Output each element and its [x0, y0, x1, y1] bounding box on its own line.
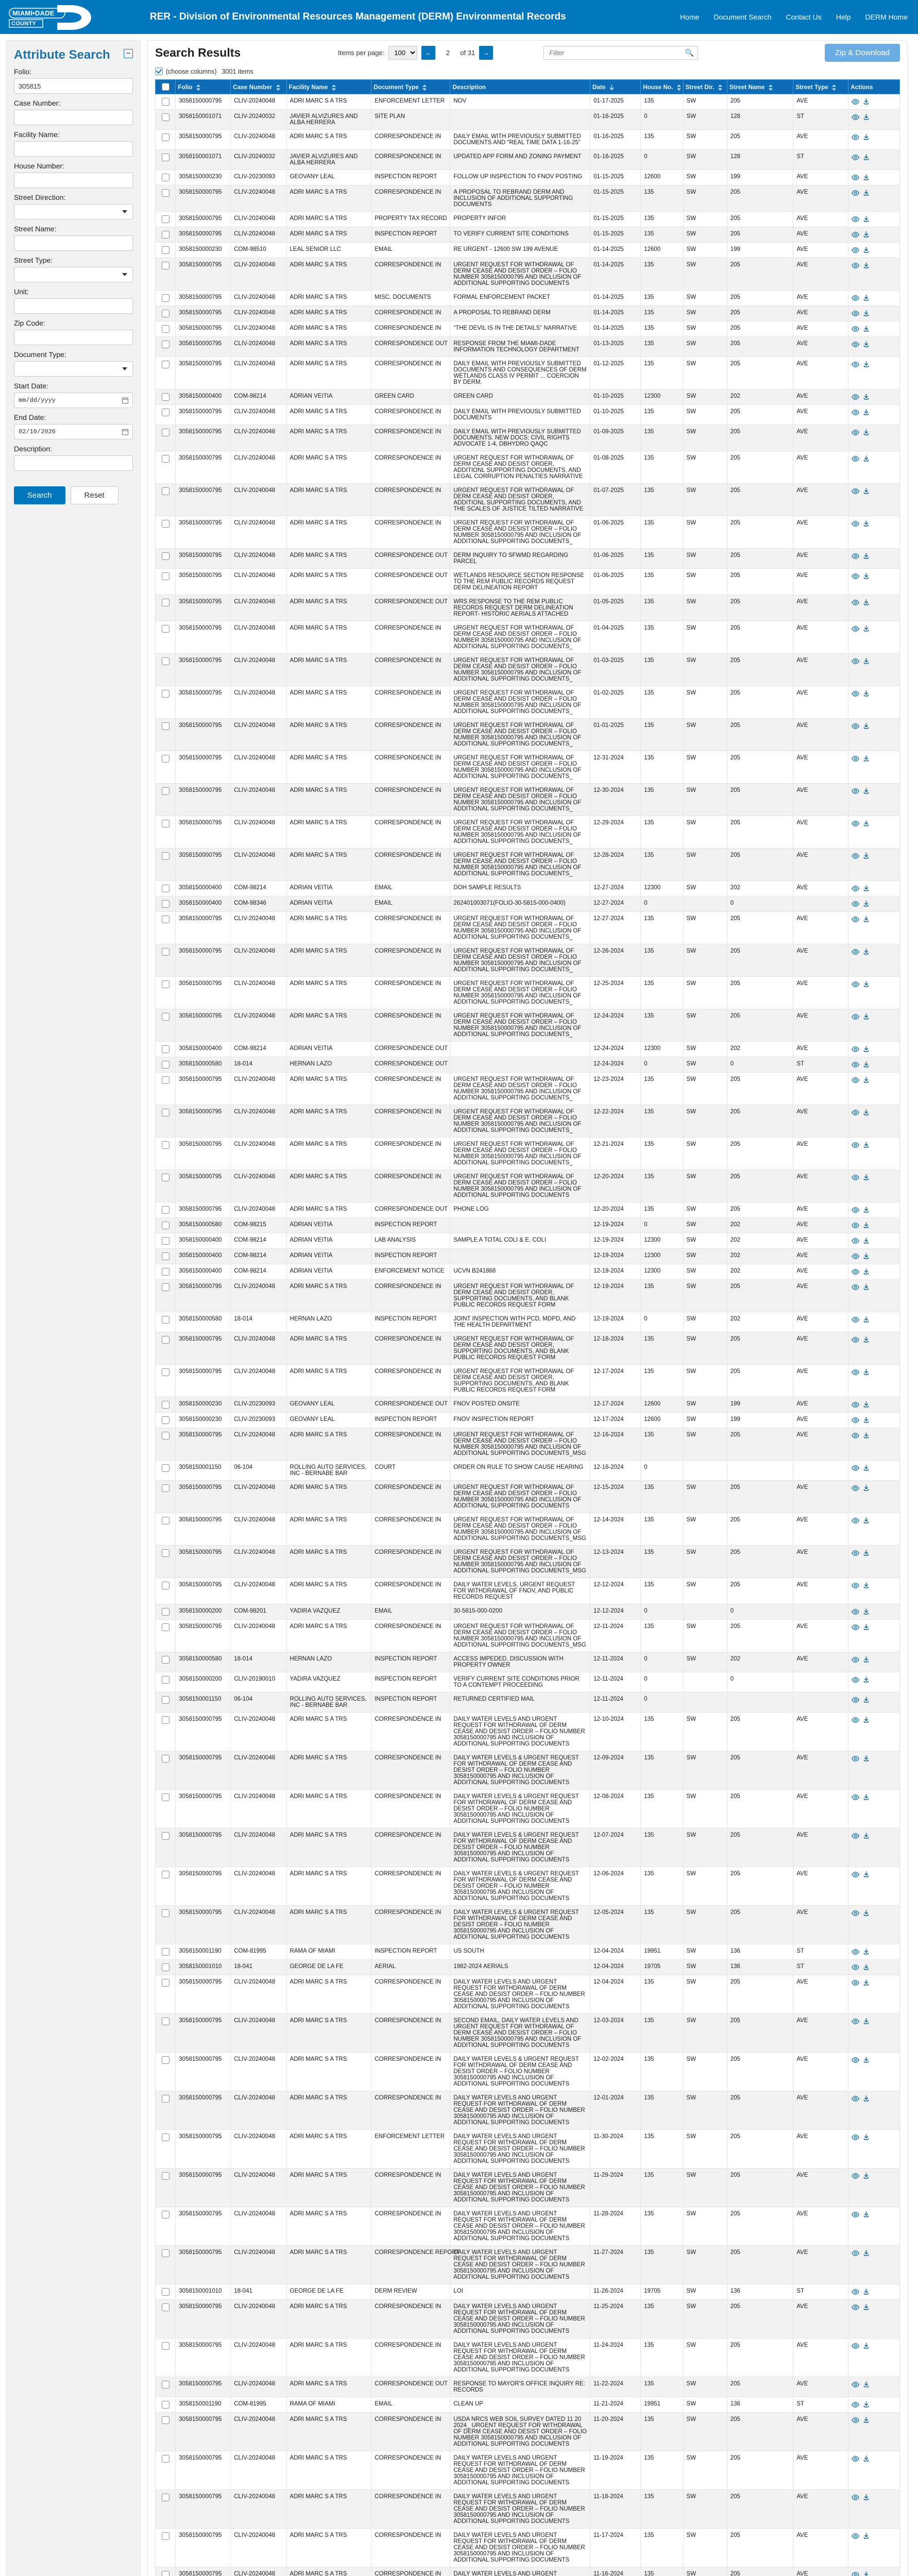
svg-text:COUNTY: COUNTY: [11, 21, 37, 27]
svg-text:MIAMI•DADE: MIAMI•DADE: [12, 9, 55, 17]
